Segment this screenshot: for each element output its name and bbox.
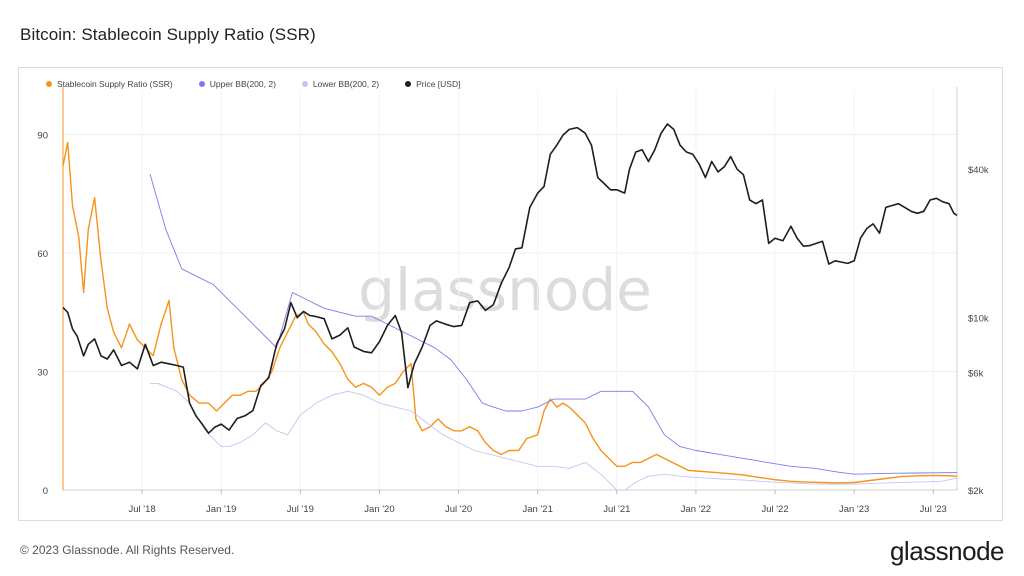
x-tick-label-0: Jul '18 bbox=[129, 504, 156, 515]
legend-label-lower-bb: Lower BB(200, 2) bbox=[312, 79, 380, 89]
x-tick-label-9: Jan '23 bbox=[839, 504, 869, 515]
x-tick-label-7: Jan '22 bbox=[681, 504, 711, 515]
y-left-tick-30: 30 bbox=[37, 368, 48, 379]
watermark-text: glassnode bbox=[358, 256, 652, 324]
y-right-tick-2: $10k bbox=[968, 314, 989, 325]
x-tick-label-2: Jul '19 bbox=[287, 504, 314, 515]
y-left-tick-90: 90 bbox=[37, 131, 48, 142]
ssr-line bbox=[62, 141, 958, 484]
glassnode-logo: glassnode bbox=[889, 536, 1005, 566]
x-tick-label-5: Jan '21 bbox=[523, 504, 553, 515]
legend-label-ssr: Stablecoin Supply Ratio (SSR) bbox=[57, 79, 173, 89]
legend-marker-ssr bbox=[46, 81, 52, 87]
y-right-tick-1: $6k bbox=[968, 368, 984, 379]
legend-item-lower-bb[interactable]: Lower BB(200, 2) bbox=[301, 79, 380, 89]
x-tick-label-3: Jan '20 bbox=[364, 504, 394, 515]
x-tick-label-4: Jul '20 bbox=[445, 504, 472, 515]
price-line bbox=[62, 123, 958, 434]
y-right-tick-0: $2k bbox=[968, 486, 984, 497]
y-left-tick-60: 60 bbox=[37, 249, 48, 260]
x-tick-label-1: Jan '19 bbox=[206, 504, 236, 515]
copyright-footer: © 2023 Glassnode. All Rights Reserved. bbox=[20, 543, 235, 557]
legend-marker-price bbox=[405, 81, 412, 87]
chart-panel bbox=[18, 67, 1003, 521]
legend-item-ssr[interactable]: Stablecoin Supply Ratio (SSR) bbox=[46, 79, 173, 89]
legend-item-price[interactable]: Price [USD] bbox=[405, 79, 460, 89]
x-tick-label-10: Jul '23 bbox=[920, 504, 947, 515]
y-right-tick-3: $40k bbox=[968, 165, 989, 176]
legend-label-price: Price [USD] bbox=[416, 79, 461, 89]
legend-item-upper-bb[interactable]: Upper BB(200, 2) bbox=[198, 79, 276, 89]
legend-marker-lower-bb bbox=[301, 81, 308, 87]
chart-legend: Stablecoin Supply Ratio (SSR) Upper BB(2… bbox=[46, 79, 460, 89]
upper-bb-line bbox=[149, 173, 958, 475]
chart-title: Bitcoin: Stablecoin Supply Ratio (SSR) bbox=[20, 25, 316, 44]
lower-bb-line bbox=[150, 382, 958, 491]
x-tick-label-8: Jul '22 bbox=[761, 504, 788, 515]
x-tick-label-6: Jul '21 bbox=[603, 504, 630, 515]
legend-marker-upper-bb bbox=[198, 81, 205, 87]
legend-label-upper-bb: Upper BB(200, 2) bbox=[209, 79, 276, 89]
y-left-tick-0: 0 bbox=[43, 486, 48, 497]
